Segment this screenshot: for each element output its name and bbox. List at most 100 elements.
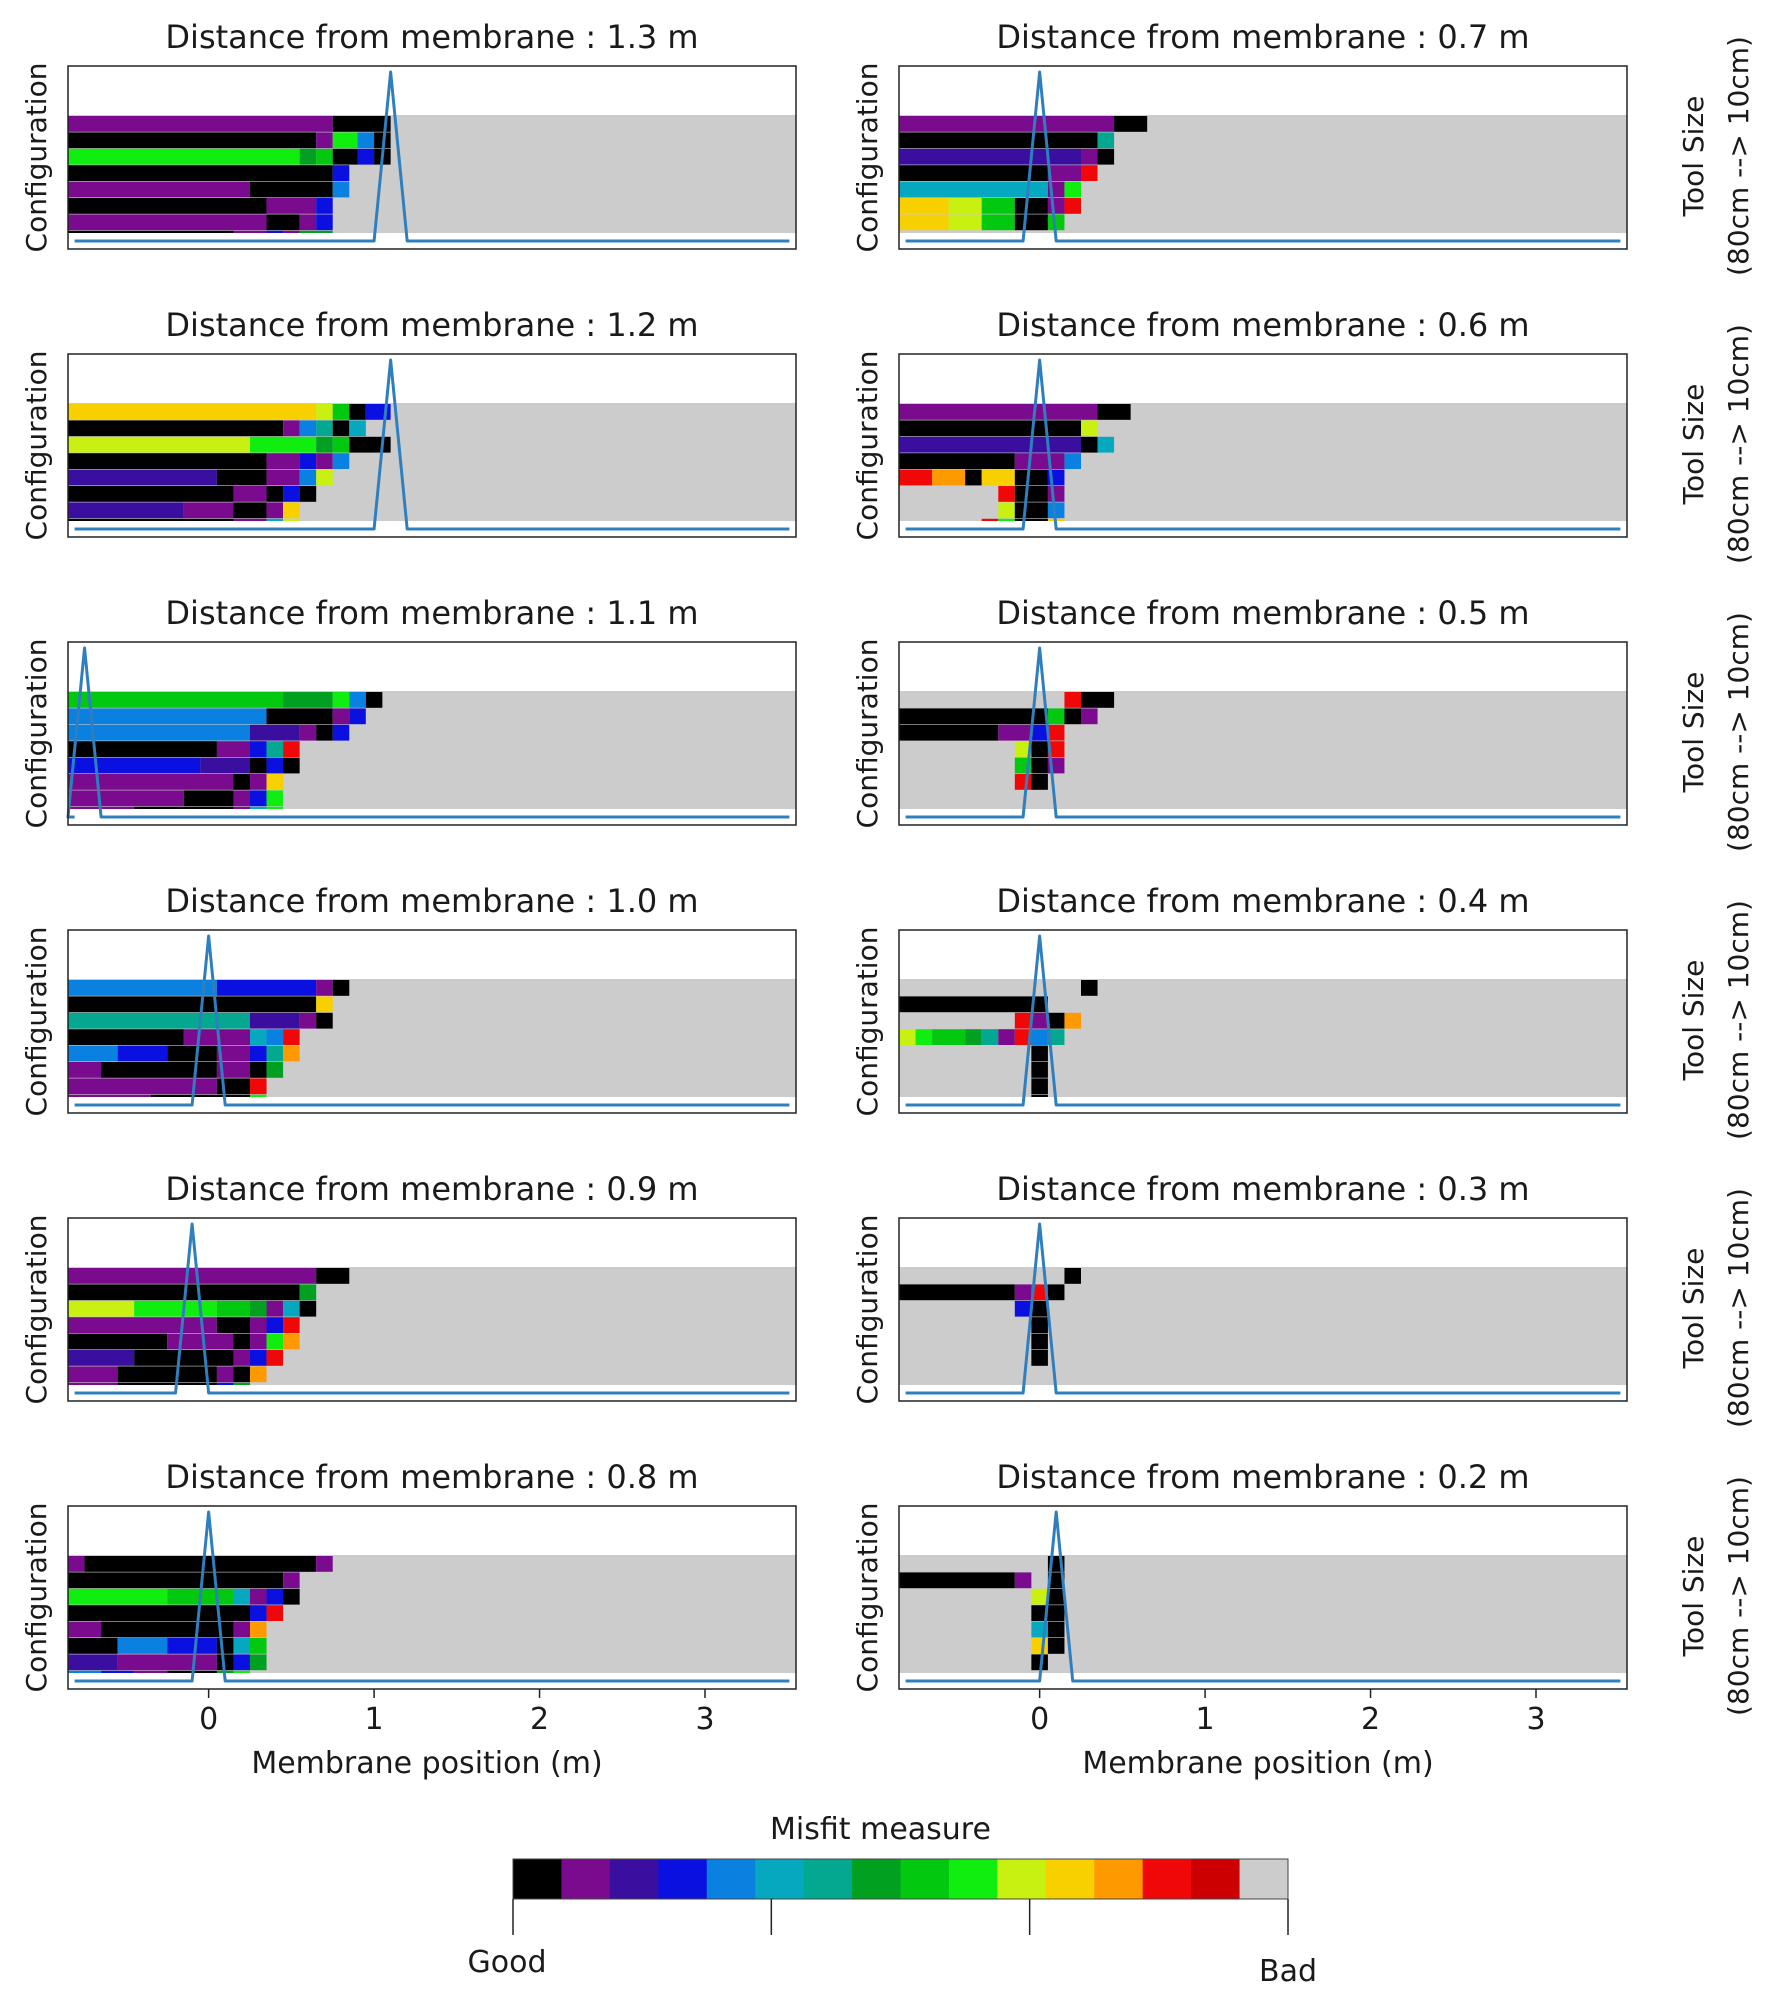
heatmap-cell bbox=[117, 1366, 217, 1383]
x-tick-label: 0 bbox=[199, 1702, 218, 1737]
heatmap-cell bbox=[899, 1029, 916, 1045]
heatmap-cell bbox=[250, 757, 267, 774]
heatmap-cell bbox=[1031, 757, 1048, 774]
heatmap-cell bbox=[1064, 181, 1081, 198]
panel-frame bbox=[898, 65, 1628, 250]
heatmap-cell bbox=[250, 1638, 267, 1654]
y-axis-label: Configuration bbox=[851, 63, 884, 253]
heatmap-cell bbox=[299, 724, 317, 741]
heatmap-cell bbox=[316, 724, 333, 741]
panel-0.5: Distance from membrane : 0.5 m Configurat… bbox=[851, 594, 1755, 852]
heatmap-cell bbox=[183, 790, 234, 807]
heatmap-cell bbox=[1014, 1012, 1032, 1029]
heatmap-cell bbox=[68, 757, 201, 774]
heatmap-cell bbox=[1031, 1012, 1048, 1029]
heatmap-cell bbox=[1014, 198, 1048, 214]
panel-title: Distance from membrane : 1.0 m bbox=[165, 882, 698, 920]
heatmap-cell bbox=[68, 436, 250, 453]
x-axis-label: Membrane position (m) bbox=[1082, 1746, 1433, 1781]
colorbar-swatch bbox=[1191, 1859, 1241, 1899]
heatmap-cell bbox=[250, 724, 300, 741]
membrane-profile-line bbox=[66, 646, 790, 819]
heatmap-cell bbox=[183, 502, 234, 519]
heatmap-cell bbox=[250, 741, 267, 757]
heatmap-cell bbox=[316, 453, 333, 469]
heatmap-cell bbox=[965, 469, 982, 486]
heatmap-cell bbox=[1047, 1012, 1065, 1029]
heatmap-cell bbox=[932, 1029, 966, 1045]
membrane-profile-line bbox=[74, 70, 790, 243]
heatmap-cell bbox=[316, 1268, 350, 1284]
x-tick-label: 1 bbox=[365, 1702, 384, 1737]
heatmap-cell bbox=[1047, 741, 1065, 757]
heatmap-cell bbox=[250, 1333, 267, 1350]
heatmap-cell bbox=[1047, 708, 1065, 725]
heatmap-cell bbox=[68, 1605, 250, 1621]
heatmap-cell bbox=[283, 420, 300, 437]
heatmap-cell bbox=[1031, 1284, 1048, 1301]
heatmap-cell bbox=[250, 1588, 267, 1605]
heatmap-cell bbox=[266, 453, 300, 469]
heatmap-cell bbox=[250, 1350, 267, 1366]
heatmap-cell bbox=[899, 181, 1048, 198]
membrane-profile-line bbox=[905, 358, 1621, 531]
heatmap-cell bbox=[316, 214, 333, 231]
heatmap-cell bbox=[332, 181, 350, 198]
heatmap-cell bbox=[283, 741, 300, 757]
panel-title: Distance from membrane : 1.3 m bbox=[165, 18, 698, 56]
heatmap-cell bbox=[1047, 1284, 1065, 1301]
heatmap-cell bbox=[1081, 148, 1098, 165]
heatmap-cell bbox=[899, 116, 1115, 132]
heatmap-cell bbox=[216, 1638, 234, 1654]
heatmap-cell bbox=[1097, 404, 1131, 420]
colorbar-frame bbox=[512, 1858, 1289, 1900]
y-axis-label: Configuration bbox=[20, 351, 53, 541]
heatmap-cell bbox=[216, 1317, 250, 1333]
heatmap-cell bbox=[233, 774, 250, 790]
membrane-profile-line bbox=[74, 934, 790, 1107]
heatmap-cell bbox=[233, 1366, 250, 1383]
colorbar-title: Misfit measure bbox=[770, 1812, 991, 1847]
heatmap-cell bbox=[899, 1572, 1015, 1589]
heatmap-cell bbox=[283, 502, 300, 519]
heatmap-cell bbox=[68, 1029, 184, 1045]
heatmap-cell bbox=[68, 214, 267, 231]
heatmap-cell bbox=[299, 148, 317, 165]
heatmap-cell bbox=[250, 181, 333, 198]
heatmap-cell bbox=[266, 198, 317, 214]
heatmap-cell bbox=[332, 404, 350, 420]
tool-size-range-label: (80cm --> 10cm) bbox=[1722, 1476, 1755, 1716]
heatmap-cell bbox=[200, 757, 250, 774]
heatmap-cell bbox=[1047, 1572, 1065, 1589]
panel-0.2: Distance from membrane : 0.2 m Configurat… bbox=[851, 1458, 1755, 1781]
panel-frame bbox=[898, 929, 1628, 1114]
heatmap-cell bbox=[167, 1638, 217, 1654]
panel-frame bbox=[67, 353, 797, 538]
panel-frame bbox=[67, 65, 797, 250]
tool-size-label: Tool Size bbox=[1677, 672, 1710, 794]
panel-title: Distance from membrane : 0.7 m bbox=[996, 18, 1529, 56]
heatmap-cell bbox=[283, 757, 300, 774]
heatmap-cell bbox=[266, 1029, 284, 1045]
y-axis-label: Configuration bbox=[20, 1503, 53, 1693]
heatmap-cell bbox=[316, 1556, 333, 1572]
heatmap-cell bbox=[283, 1588, 300, 1605]
heatmap-cell bbox=[250, 1062, 267, 1078]
heatmap-cell bbox=[899, 996, 1048, 1013]
panel-frame bbox=[898, 641, 1628, 826]
heatmap-cell bbox=[68, 1638, 118, 1654]
tool-size-range-label: (80cm --> 10cm) bbox=[1722, 612, 1755, 852]
membrane-profile-line bbox=[74, 1510, 790, 1683]
heatmap-cell bbox=[357, 148, 375, 165]
heatmap-cell bbox=[283, 1029, 300, 1045]
heatmap-cell bbox=[68, 1012, 250, 1029]
heatmap-cell bbox=[1031, 1605, 1048, 1621]
heatmap-cell bbox=[84, 1556, 317, 1572]
tool-size-label: Tool Size bbox=[1677, 96, 1710, 218]
panel-title: Distance from membrane : 1.2 m bbox=[165, 306, 698, 344]
heatmap-cell bbox=[68, 1268, 317, 1284]
heatmap-cell bbox=[899, 1284, 1015, 1301]
panel-1.0: Distance from membrane : 1.0 m Configurat… bbox=[20, 882, 797, 1116]
membrane-profile-line bbox=[905, 934, 1621, 1107]
y-axis-label: Configuration bbox=[20, 1215, 53, 1405]
